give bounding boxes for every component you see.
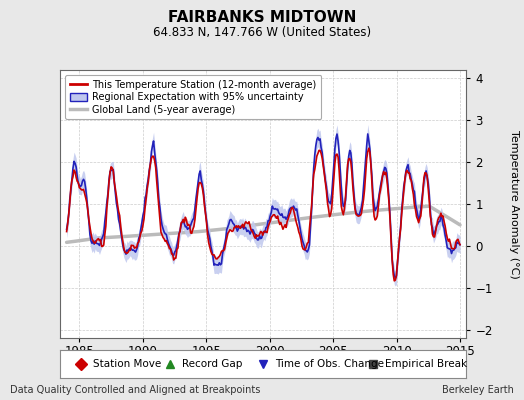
Text: FAIRBANKS MIDTOWN: FAIRBANKS MIDTOWN: [168, 10, 356, 25]
Text: Data Quality Controlled and Aligned at Breakpoints: Data Quality Controlled and Aligned at B…: [10, 385, 261, 395]
Y-axis label: Temperature Anomaly (°C): Temperature Anomaly (°C): [509, 130, 519, 278]
Text: Station Move: Station Move: [93, 359, 161, 369]
Text: Record Gap: Record Gap: [182, 359, 243, 369]
Text: 64.833 N, 147.766 W (United States): 64.833 N, 147.766 W (United States): [153, 26, 371, 39]
Text: Berkeley Earth: Berkeley Earth: [442, 385, 514, 395]
Text: Empirical Break: Empirical Break: [385, 359, 467, 369]
Legend: This Temperature Station (12-month average), Regional Expectation with 95% uncer: This Temperature Station (12-month avera…: [65, 75, 321, 120]
Text: Time of Obs. Change: Time of Obs. Change: [276, 359, 385, 369]
